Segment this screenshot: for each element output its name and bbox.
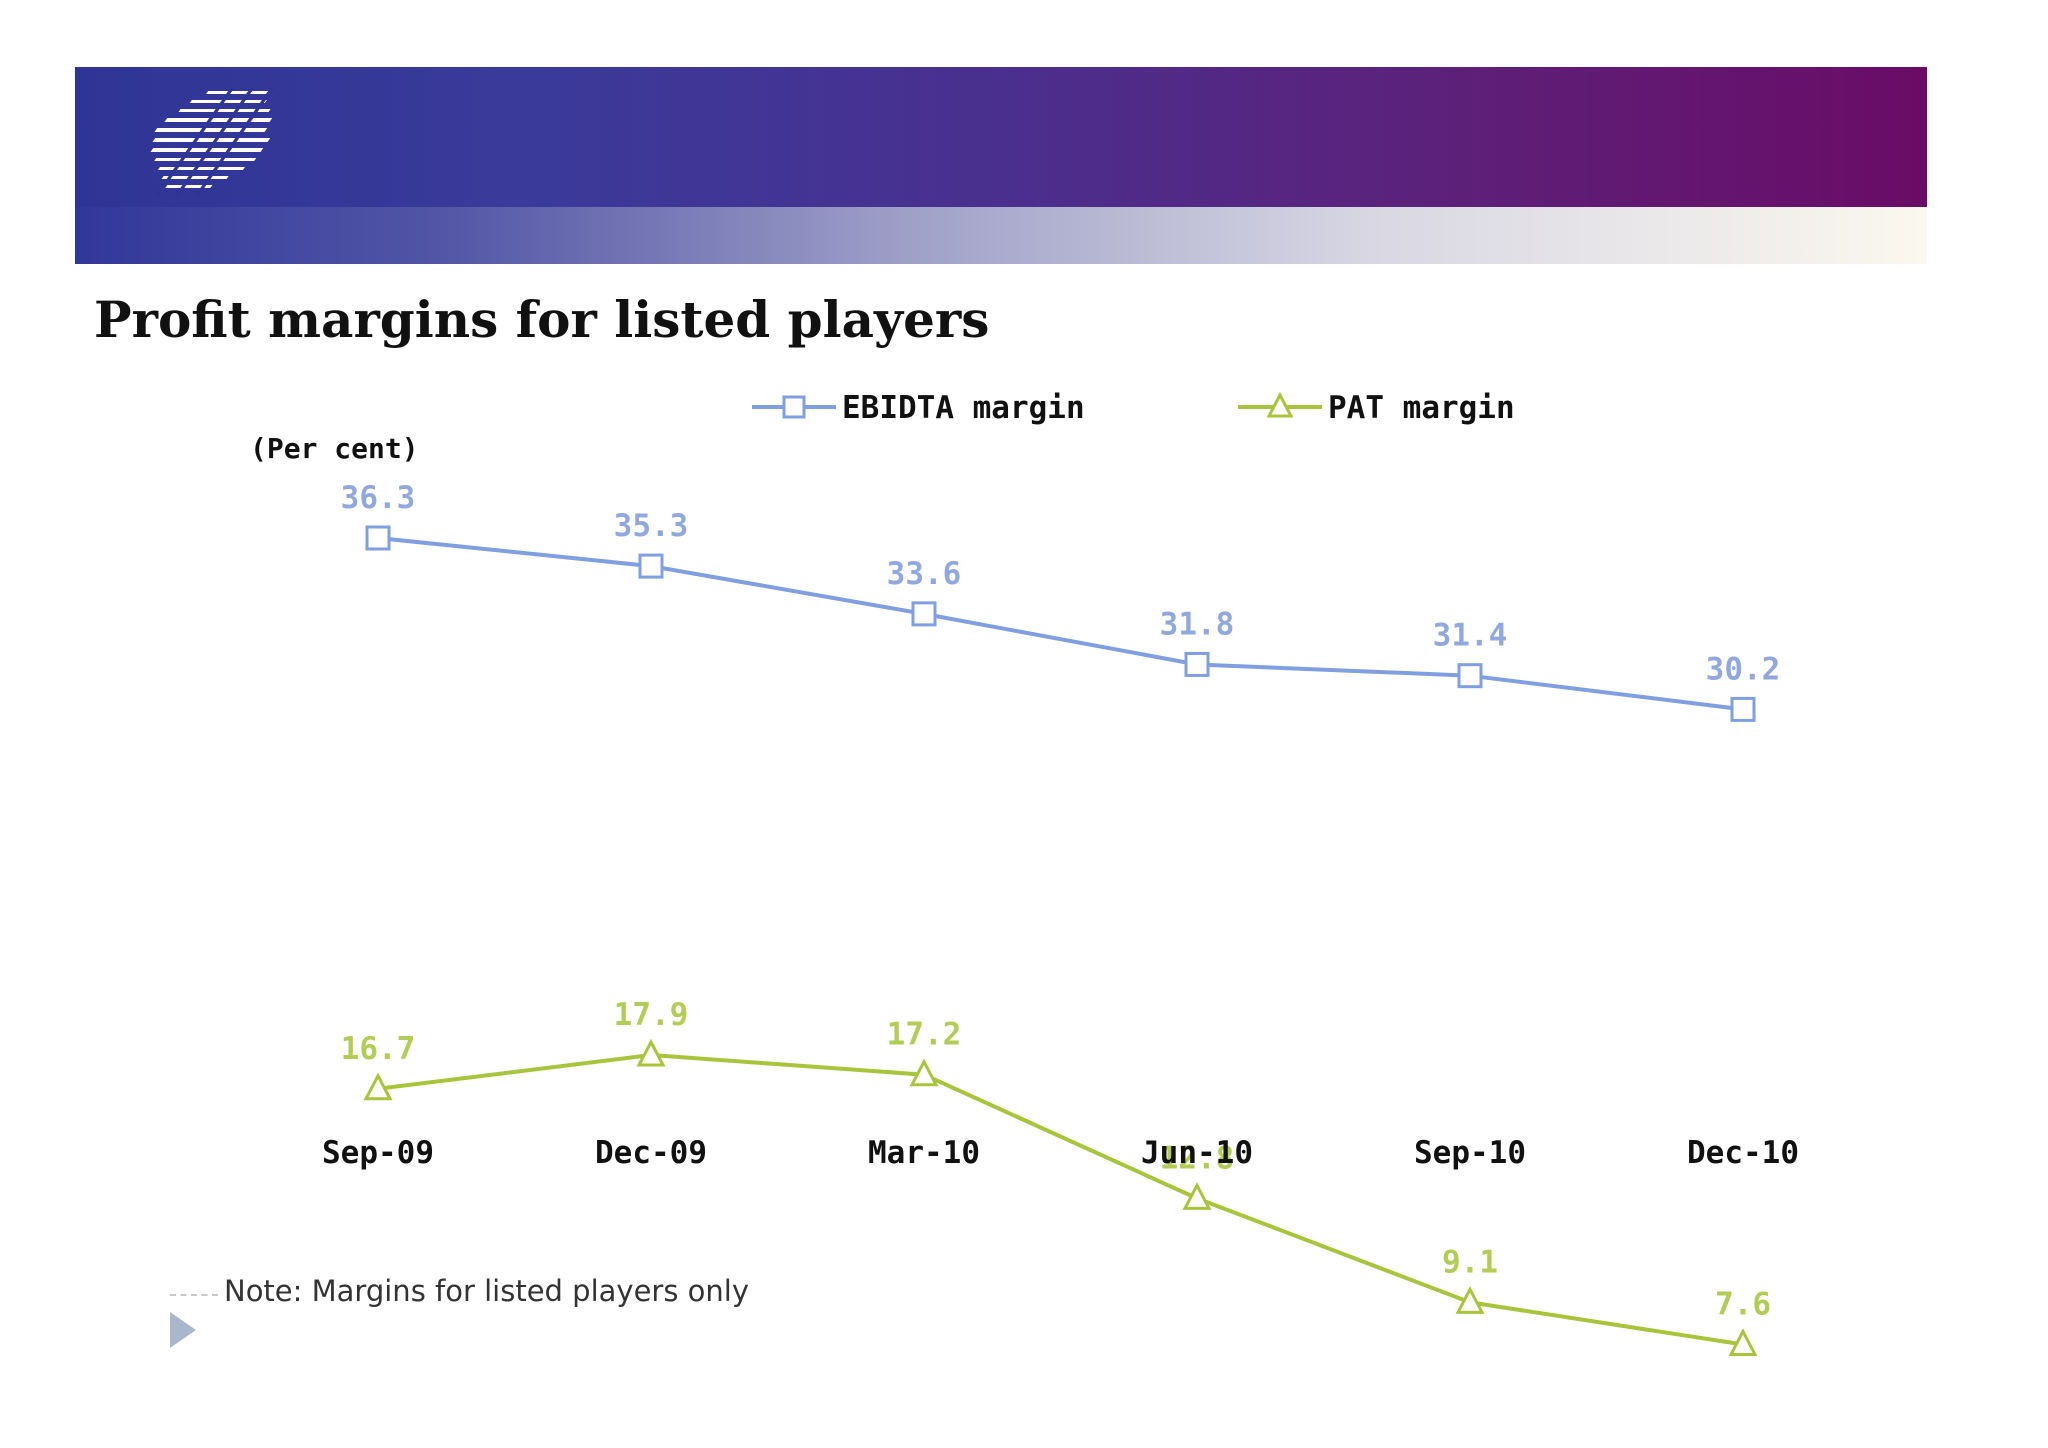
data-point-marker — [1455, 1286, 1485, 1314]
data-point-marker — [365, 525, 391, 551]
data-label: 31.8 — [1160, 606, 1235, 642]
data-label: 33.6 — [887, 556, 962, 592]
data-label: 9.1 — [1442, 1244, 1498, 1280]
series-ebidta: 36.3 35.3 33.6 31.8 31.4 30.2 — [341, 480, 1781, 722]
footnote: Note: Margins for listed players only — [224, 1274, 750, 1308]
data-label: 36.3 — [341, 480, 416, 516]
legend-label: EBIDTA margin — [842, 390, 1085, 426]
slide-bullet-icon — [170, 1312, 196, 1348]
x-tick-label: Dec-10 — [1687, 1135, 1799, 1171]
x-tick-label: Sep-09 — [322, 1135, 434, 1171]
legend-marker — [782, 395, 806, 419]
data-label: 30.2 — [1706, 651, 1781, 687]
data-point-marker — [909, 1058, 939, 1087]
data-label: 35.3 — [614, 508, 689, 544]
legend-marker — [1266, 391, 1294, 418]
x-tick-label: Jun-10 — [1141, 1135, 1253, 1171]
data-point-marker — [363, 1072, 393, 1101]
page-title: Profit margins for listed players — [94, 290, 990, 349]
data-point-marker — [1457, 663, 1483, 689]
data-label: 12.8 — [1160, 1140, 1235, 1176]
header-banner — [75, 67, 1927, 264]
legend-entry: EBIDTA margin — [752, 390, 1085, 426]
data-point-marker — [638, 553, 664, 579]
x-tick-label: Sep-10 — [1414, 1135, 1526, 1171]
data-point-marker — [1182, 1182, 1212, 1210]
y-axis-unit-label: (Per cent) — [250, 432, 419, 465]
category-labels: Sep-09 Dec-09 Mar-10 Jun-10 Sep-10 Dec-10 — [322, 1135, 1799, 1171]
striped-logo-icon — [150, 87, 275, 197]
data-point-marker — [911, 601, 937, 627]
note-dash — [170, 1294, 218, 1296]
series-layer: 36.3 35.3 33.6 31.8 31.4 30.2 16.7 17.9 17.2 12.8… — [341, 480, 1781, 1356]
chart-legend: EBIDTA margin PAT margin — [752, 390, 1515, 426]
data-point-marker — [636, 1038, 666, 1067]
banner-bottom-band — [75, 207, 1927, 264]
x-tick-label: Dec-09 — [595, 1135, 707, 1171]
data-point-marker — [1184, 651, 1210, 677]
legend-entry: PAT margin — [1238, 390, 1515, 426]
data-label: 16.7 — [341, 1031, 416, 1067]
series-pat: 16.7 17.9 17.2 12.8 9.1 7.6 — [341, 997, 1771, 1356]
series-line — [377, 536, 1744, 712]
data-label: 31.4 — [1433, 618, 1508, 654]
banner-top-band — [75, 67, 1927, 207]
data-label: 17.9 — [614, 997, 689, 1033]
series-line — [377, 1053, 1744, 1347]
data-label: 17.2 — [887, 1017, 962, 1053]
data-point-marker — [1730, 696, 1756, 722]
data-point-marker — [1728, 1328, 1758, 1356]
data-label: 7.6 — [1715, 1286, 1771, 1322]
legend-label: PAT margin — [1328, 390, 1515, 426]
x-tick-label: Mar-10 — [868, 1135, 980, 1171]
